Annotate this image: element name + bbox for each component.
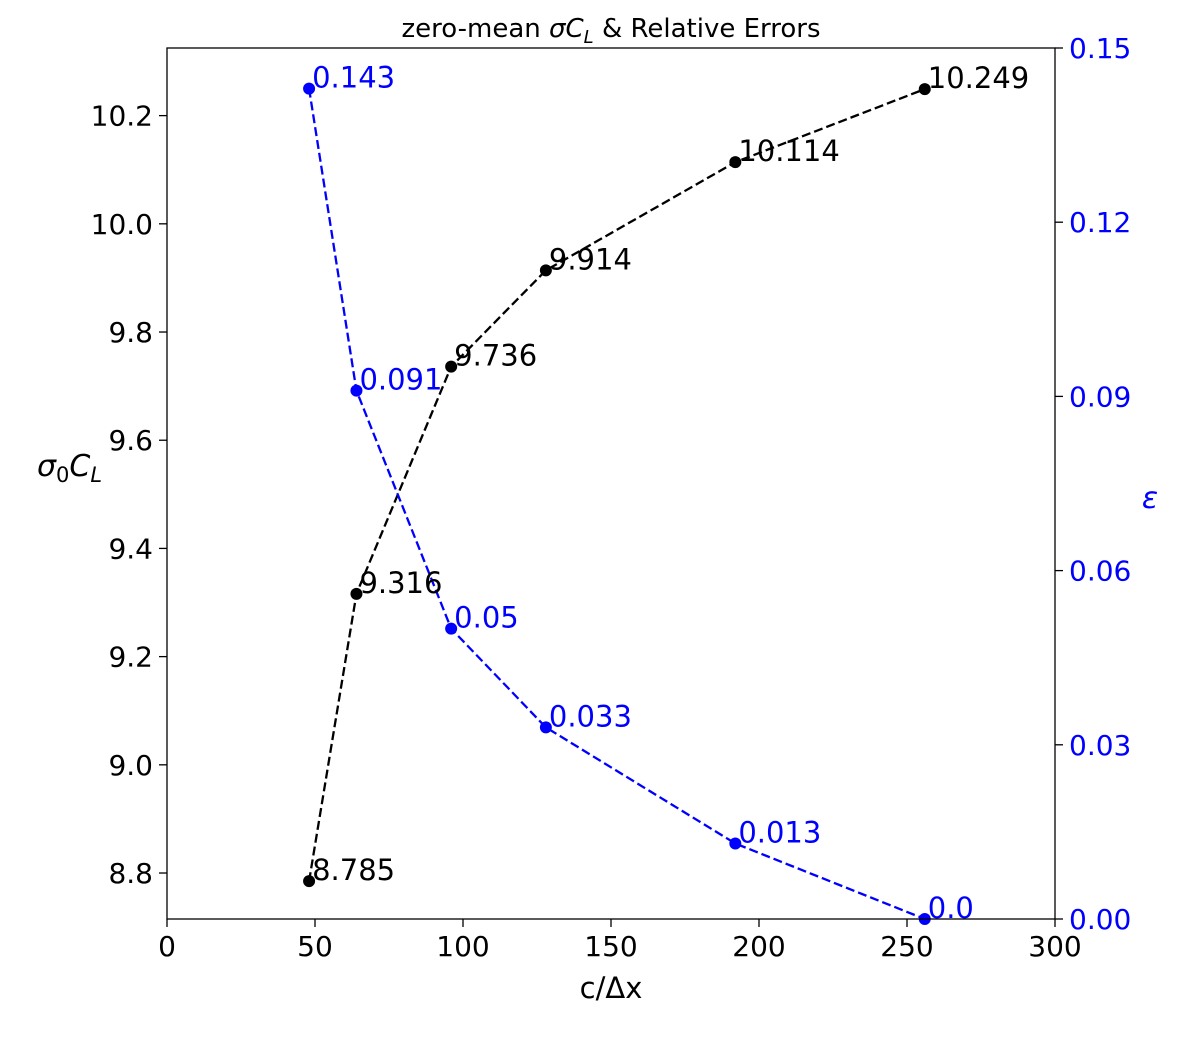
series-left-point: [918, 83, 931, 96]
series-right-point: [303, 82, 316, 95]
series-left-data-label: 9.736: [454, 339, 537, 373]
series-left-data-label: 10.249: [928, 61, 1029, 95]
right-tick-label: 0.12: [1069, 206, 1131, 239]
x-tick-label: 300: [1028, 930, 1081, 963]
right-tick-label: 0.06: [1069, 555, 1131, 588]
series-right-point: [729, 837, 742, 850]
x-tick-label: 150: [584, 930, 637, 963]
x-tick-label: 50: [297, 930, 333, 963]
x-tick-label: 0: [158, 930, 176, 963]
series-right-point: [445, 622, 458, 635]
right-tick-label: 0.15: [1069, 32, 1131, 65]
series-left-point: [445, 360, 458, 373]
series-right-data-label: 0.033: [549, 699, 632, 733]
series-right-point: [350, 384, 363, 397]
left-tick-label: 9.8: [108, 316, 153, 349]
series-left-point: [539, 264, 552, 277]
series-points: [303, 82, 931, 925]
data-labels: 8.785 9.316 9.736 9.914 10.114 10.249 0.143 0.0…: [312, 61, 1029, 925]
x-axis-label: c/Δx: [580, 971, 643, 1005]
left-tick-label: 10.2: [91, 100, 153, 133]
x-tick-label: 100: [436, 930, 489, 963]
series-left-line: [307, 88, 926, 882]
series-left-point: [303, 875, 316, 888]
left-tick-label: 10.0: [91, 208, 153, 241]
series-right-line: [307, 88, 926, 921]
left-tick-label: 8.8: [108, 857, 153, 890]
series-right-point: [539, 721, 552, 734]
series-right-data-label: 0.0: [928, 891, 974, 925]
x-tick-label: 200: [732, 930, 785, 963]
series-lines: [307, 88, 926, 921]
series-left-data-label: 9.914: [549, 242, 632, 276]
right-axis-ticks: 0.00 0.03 0.06 0.09 0.12 0.15: [1055, 32, 1131, 936]
left-axis-label: σ0CL: [37, 449, 102, 487]
series-left-point: [350, 587, 363, 600]
series-left-point: [729, 156, 742, 169]
left-tick-label: 9.2: [108, 641, 153, 674]
series-right-data-label: 0.013: [738, 816, 821, 850]
right-tick-label: 0.00: [1069, 903, 1131, 936]
series-right-data-label: 0.143: [312, 61, 395, 95]
series-left-data-label: 9.316: [359, 566, 442, 600]
x-tick-label: 250: [880, 930, 933, 963]
chart-title: zero-mean σCL & Relative Errors: [401, 14, 820, 48]
x-axis-ticks: 0 50 100 150 200 250 300: [158, 919, 1082, 963]
series-right-data-label: 0.091: [359, 363, 442, 397]
left-tick-label: 9.0: [108, 749, 153, 782]
right-tick-label: 0.09: [1069, 380, 1131, 413]
left-tick-label: 9.4: [108, 532, 153, 565]
series-left-data-label: 8.785: [312, 853, 395, 887]
series-left-data-label: 10.114: [738, 134, 839, 168]
right-axis-label: ε: [1142, 481, 1158, 516]
left-tick-label: 9.6: [108, 424, 153, 457]
right-tick-label: 0.03: [1069, 729, 1131, 762]
series-right-data-label: 0.05: [454, 601, 519, 635]
plot-area: [167, 48, 1055, 919]
left-axis-ticks: 8.8 9.0 9.2 9.4 9.6 9.8 10.0 10.2: [91, 100, 167, 890]
